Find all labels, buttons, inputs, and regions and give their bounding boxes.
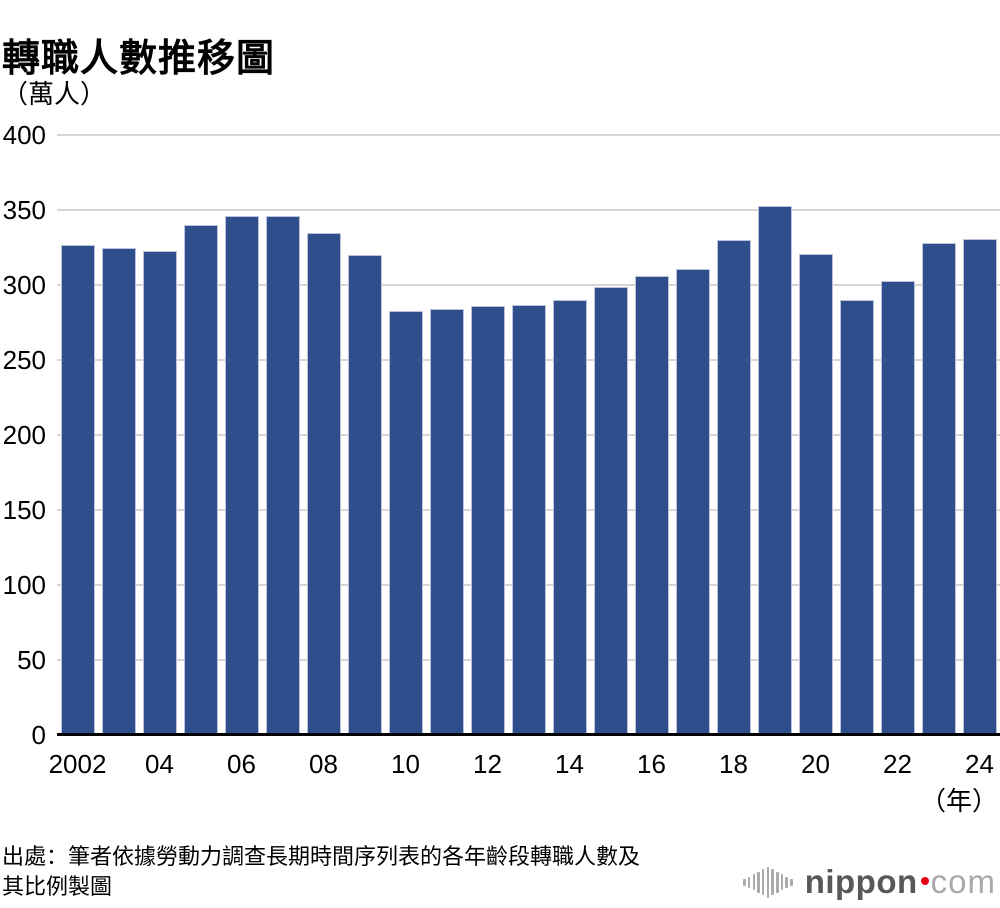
x-tick-label-06: 06 <box>227 749 256 779</box>
bar-2007 <box>265 216 300 735</box>
bar-2023 <box>921 243 956 735</box>
x-tick-label-04: 04 <box>145 749 174 779</box>
y-tick-label-250: 250 <box>2 345 46 375</box>
bar-2011 <box>429 309 464 735</box>
x-tick-label-14: 14 <box>555 749 584 779</box>
bar-2008 <box>306 232 341 735</box>
y-tick-label-200: 200 <box>2 420 46 450</box>
bar-2021 <box>839 300 874 735</box>
x-tick-label-22: 22 <box>883 749 912 779</box>
bar-2005 <box>183 225 218 735</box>
bar-2024 <box>962 238 997 735</box>
y-tick-label-50: 50 <box>17 645 46 675</box>
bar-2013 <box>511 304 546 735</box>
y-axis-unit-label: （萬人） <box>2 79 107 109</box>
y-tick-label-0: 0 <box>31 720 46 750</box>
nippon-logo: nippon com <box>742 863 996 901</box>
y-tick-label-350: 350 <box>2 195 46 225</box>
bar-2010 <box>388 310 423 735</box>
gridline-400 <box>57 134 1000 136</box>
source-note-line1: 出處：筆者依據勞動力調查長期時間序列表的各年齡段轉職人數及 <box>2 844 641 869</box>
bar-2020 <box>798 253 833 735</box>
nippon-logo-tld: com <box>930 863 996 900</box>
bar-2009 <box>347 255 382 735</box>
y-tick-label-150: 150 <box>2 495 46 525</box>
x-tick-label-10: 10 <box>391 749 420 779</box>
x-tick-label-2002: 2002 <box>48 749 107 779</box>
nippon-logo-dot <box>920 877 929 885</box>
bar-2022 <box>880 280 915 735</box>
bar-2006 <box>224 216 259 735</box>
bar-2002 <box>60 244 95 735</box>
x-tick-label-12: 12 <box>473 749 502 779</box>
page-title: 轉職人數推移圖 <box>2 38 276 81</box>
x-axis-year-suffix: （年） <box>919 786 998 816</box>
bar-2004 <box>142 250 177 735</box>
gridline-300 <box>57 284 1000 286</box>
nippon-logo-name: nippon <box>804 863 918 900</box>
source-note-line2: 其比例製圖 <box>2 874 113 899</box>
y-tick-label-100: 100 <box>2 570 46 600</box>
source-note: 出處：筆者依據勞動力調查長期時間序列表的各年齡段轉職人數及 其比例製圖 <box>2 842 640 902</box>
bar-2015 <box>593 286 628 735</box>
bar-2017 <box>675 268 710 735</box>
bar-2019 <box>757 205 792 735</box>
x-tick-label-18: 18 <box>719 749 748 779</box>
x-tick-label-08: 08 <box>309 749 338 779</box>
y-tick-label-400: 400 <box>2 120 46 150</box>
x-tick-label-16: 16 <box>637 749 666 779</box>
x-tick-label-20: 20 <box>801 749 830 779</box>
x-axis-line <box>57 733 1000 736</box>
gridline-350 <box>57 209 1000 211</box>
bar-2014 <box>552 300 587 735</box>
bar-2012 <box>470 306 505 735</box>
bar-2018 <box>716 240 751 735</box>
bar-2003 <box>101 247 136 735</box>
y-tick-label-300: 300 <box>2 270 46 300</box>
bar-2016 <box>634 276 669 735</box>
x-tick-label-24: 24 <box>965 749 994 779</box>
nippon-logo-icon <box>742 866 794 898</box>
